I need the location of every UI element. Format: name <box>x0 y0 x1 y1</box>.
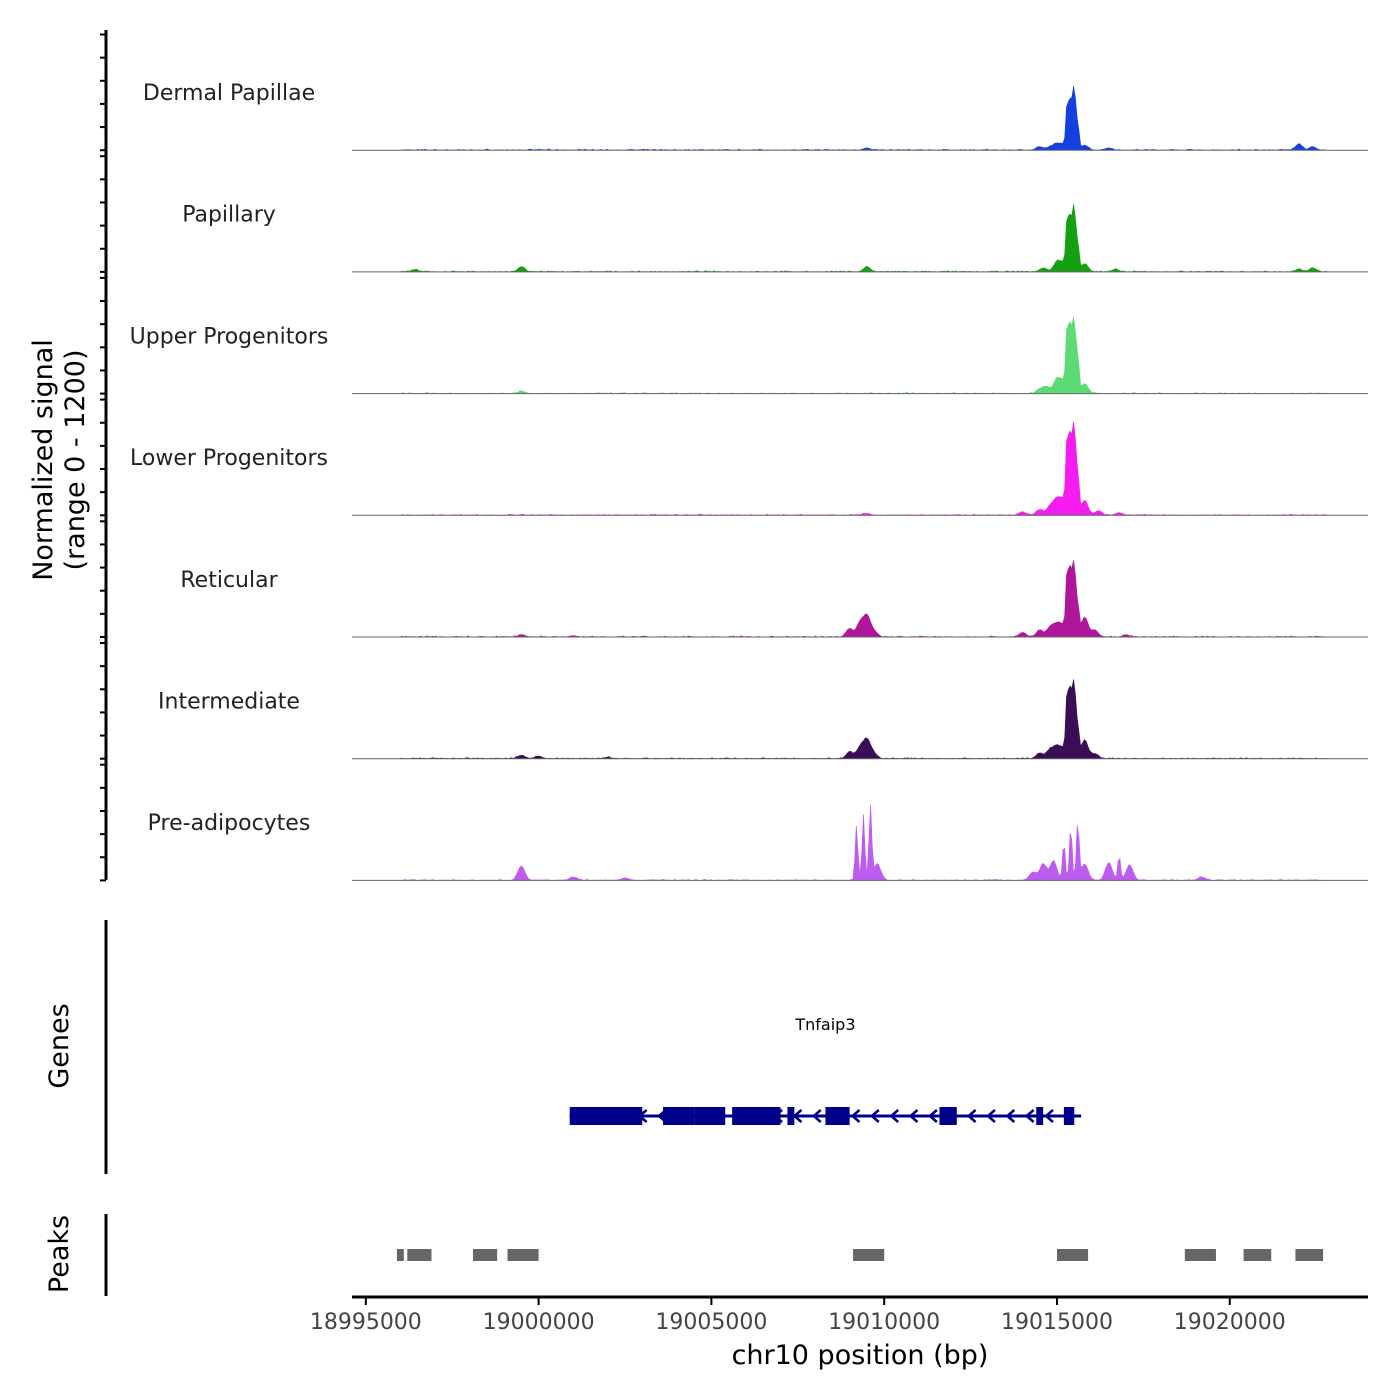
strand-arrow <box>1005 1109 1016 1123</box>
signal-area <box>400 804 1327 881</box>
genes-panel-title: Genes <box>44 1003 75 1088</box>
strand-arrow <box>927 1109 938 1123</box>
track-label: Upper Progenitors <box>130 324 329 349</box>
gene-exon <box>787 1107 795 1125</box>
y-axis-title-line2: (range 0 - 1200) <box>60 350 91 571</box>
strand-arrow <box>850 1109 861 1123</box>
strand-arrow <box>792 1109 803 1123</box>
coverage-tracks: Dermal Papillae Papillary Upper Progenitor… <box>130 81 1368 881</box>
track-upper-progenitors: Upper Progenitors <box>130 317 1368 395</box>
strand-arrow <box>1024 1109 1035 1123</box>
peak-region <box>507 1249 539 1261</box>
x-tick-label: 19015000 <box>1001 1310 1113 1335</box>
peak-region <box>853 1249 885 1261</box>
gene-exon <box>825 1107 850 1125</box>
track-lower-progenitors: Lower Progenitors <box>130 421 1368 516</box>
signal-area <box>400 560 1327 638</box>
signal-area <box>400 85 1327 151</box>
peak-region <box>1184 1249 1216 1261</box>
peak-region <box>1295 1249 1324 1261</box>
track-papillary: Papillary <box>182 203 1368 273</box>
track-intermediate: Intermediate <box>158 679 1368 760</box>
x-tick-label: 19010000 <box>828 1310 940 1335</box>
peak-regions <box>396 1249 1324 1261</box>
track-label: Lower Progenitors <box>130 446 328 471</box>
strand-arrow <box>811 1109 822 1123</box>
peaks-panel-title: Peaks <box>44 1215 75 1293</box>
x-tick-label: 19005000 <box>655 1310 767 1335</box>
coverage-y-ticks <box>100 33 106 882</box>
track-pre-adipocytes: Pre-adipocytes <box>148 804 1368 881</box>
strand-arrow <box>986 1109 996 1123</box>
x-tick-label: 19020000 <box>1174 1310 1286 1335</box>
peak-region <box>396 1249 404 1261</box>
gene-model <box>569 1107 1082 1125</box>
peak-region <box>1243 1249 1272 1261</box>
gene-exon <box>939 1107 957 1125</box>
gene-exon <box>732 1107 781 1125</box>
strand-arrow <box>889 1109 899 1123</box>
signal-area <box>400 317 1327 394</box>
gene-exon <box>694 1107 726 1125</box>
x-tick-label: 18995000 <box>310 1310 422 1335</box>
gene-name-label: Tnfaip3 <box>794 1015 855 1034</box>
gene-exon <box>663 1107 695 1125</box>
peak-region <box>407 1249 432 1261</box>
track-label: Intermediate <box>158 690 300 715</box>
x-axis-ticks: 18995000 19000000 19005000 19010000 19015000… <box>310 1297 1286 1335</box>
gene-exon <box>1063 1107 1075 1125</box>
track-label: Dermal Papillae <box>143 81 315 106</box>
strand-arrow <box>966 1109 977 1123</box>
signal-area <box>400 421 1327 516</box>
strand-arrow <box>1044 1109 1054 1123</box>
track-label: Pre-adipocytes <box>148 811 311 836</box>
strand-arrow <box>869 1109 880 1123</box>
signal-area <box>400 679 1327 760</box>
signal-area <box>400 204 1327 273</box>
track-label: Papillary <box>182 203 276 228</box>
track-label: Reticular <box>180 568 278 593</box>
gene-exon <box>1036 1107 1044 1125</box>
x-axis-title: chr10 position (bp) <box>732 1340 989 1371</box>
track-dermal-papillae: Dermal Papillae <box>143 81 1368 151</box>
track-reticular: Reticular <box>180 560 1368 638</box>
y-axis-title-line1: Normalized signal <box>28 339 59 581</box>
peak-region <box>1056 1249 1089 1261</box>
peak-region <box>472 1249 498 1261</box>
gene-exon <box>569 1107 643 1125</box>
strand-arrow <box>908 1109 919 1123</box>
x-tick-label: 19000000 <box>483 1310 595 1335</box>
